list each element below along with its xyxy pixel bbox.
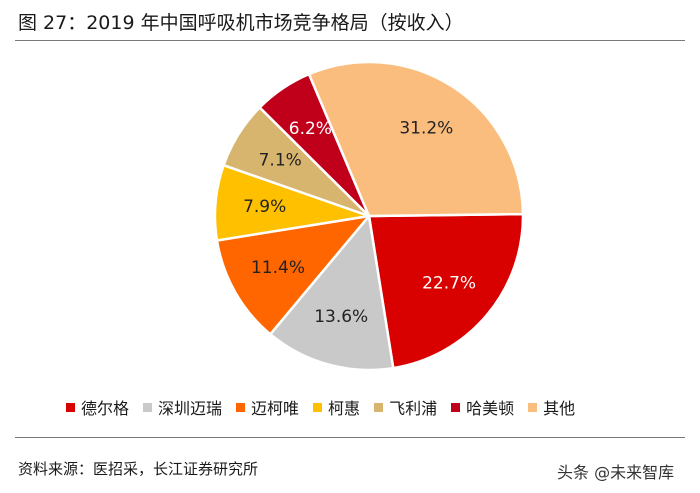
legend-label-1: 德尔格: [81, 399, 130, 418]
legend-item-7: 其他: [528, 395, 575, 419]
legend-label-4: 柯惠: [328, 399, 361, 418]
pie-slice-7: [307, 60, 525, 218]
slice-label-3: 11.4%: [251, 258, 305, 278]
slice-label-2: 13.6%: [314, 307, 368, 327]
legend-label-2: 深圳迈瑞: [158, 399, 223, 418]
legend-item-3: 迈柯唯: [236, 395, 299, 419]
chart-title: 图 27：2019 年中国呼吸机市场竞争格局（按收入）: [18, 12, 464, 34]
legend-label-6: 哈美顿: [466, 399, 515, 418]
slice-label-5: 7.1%: [259, 150, 302, 170]
source-note: 资料来源：医招采，长江证券研究所: [18, 460, 259, 478]
legend-item-6: 哈美顿: [451, 395, 514, 419]
legend-item-4: 柯惠: [313, 395, 360, 419]
pie-slice-2: [268, 213, 395, 372]
source-divider: [15, 437, 685, 438]
pie-slice-1: [367, 212, 525, 370]
pie-slice-3: [215, 214, 373, 336]
watermark: 头条 @未来智库: [557, 463, 675, 482]
slice-label-4: 7.9%: [243, 197, 286, 217]
legend-swatch-1: [66, 402, 75, 412]
slice-label-1: 22.7%: [422, 273, 476, 293]
pie-chart: 22.7% 13.6% 11.4% 7.9% 7.1% 6.2% 31.2%: [213, 60, 525, 372]
legend-item-2: 深圳迈瑞: [143, 395, 222, 419]
legend-swatch-4: [313, 402, 323, 412]
legend: 德尔格 深圳迈瑞 迈柯唯 柯惠 飞利浦 哈美顿 其他: [66, 395, 575, 419]
legend-swatch-5: [374, 402, 384, 412]
legend-swatch-6: [451, 402, 461, 412]
legend-swatch-3: [236, 402, 246, 412]
slice-label-7: 31.2%: [399, 118, 453, 138]
legend-swatch-2: [143, 402, 153, 412]
legend-label-7: 其他: [543, 399, 576, 418]
legend-label-5: 飞利浦: [389, 399, 438, 418]
legend-item-1: 德尔格: [66, 395, 129, 419]
legend-swatch-7: [528, 402, 538, 412]
legend-label-3: 迈柯唯: [251, 399, 300, 418]
title-divider: [15, 40, 685, 41]
legend-item-5: 飞利浦: [374, 395, 437, 419]
slice-label-6: 6.2%: [289, 119, 332, 139]
